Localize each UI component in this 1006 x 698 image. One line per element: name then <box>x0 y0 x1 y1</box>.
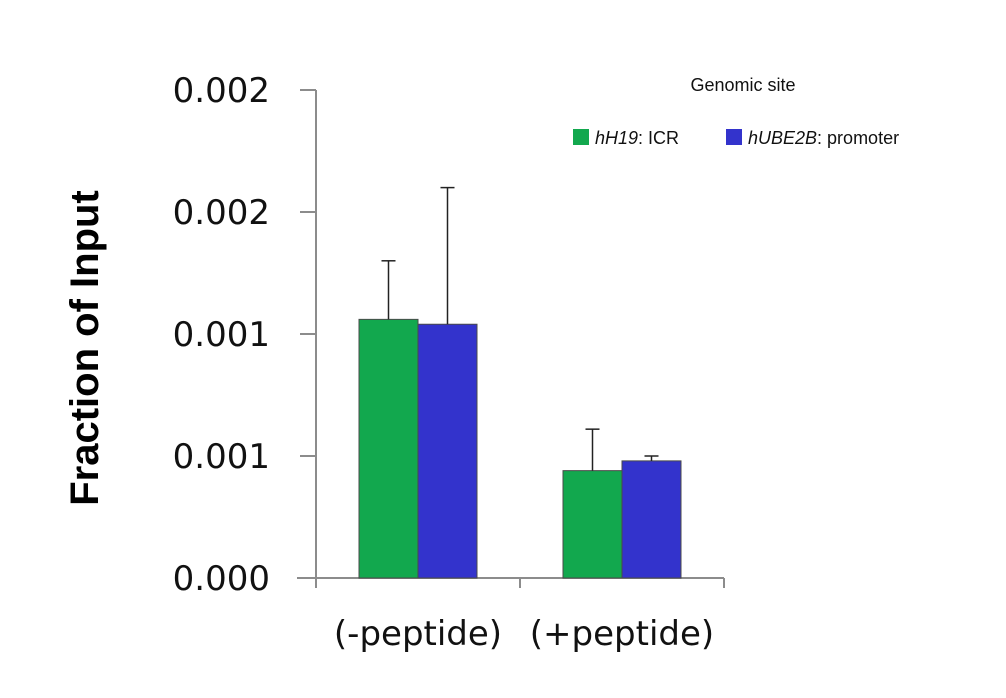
x-category-ticks <box>315 578 725 588</box>
y-tick-label-0: 0.000 <box>173 559 270 599</box>
y-tick-label-2: 0.001 <box>173 315 270 355</box>
legend-swatch-hh19 <box>573 129 589 145</box>
legend-entry-hube2b-gene: hUBE2B <box>748 128 817 148</box>
legend-title: Genomic site <box>690 75 795 95</box>
y-ticks: 0.000 0.001 0.001 0.002 0.002 <box>173 71 316 599</box>
category-label-1: (+peptide) <box>530 614 714 654</box>
bar-series0-cat0 <box>358 318 419 579</box>
error-bars <box>381 186 659 471</box>
category-label-0: (-peptide) <box>334 614 502 654</box>
legend-entry-hh19: hH19: ICR <box>595 128 679 148</box>
bar-series1-cat0 <box>417 323 478 579</box>
legend-swatch-hube2b <box>726 129 742 145</box>
legend-entry-hh19-gene: hH19 <box>595 128 638 148</box>
y-tick-label-3: 0.002 <box>173 193 270 233</box>
bars <box>358 318 682 579</box>
legend: Genomic site hH19: ICR hUBE2B: promoter <box>573 75 899 148</box>
y-axis-title: Fraction of Input <box>63 190 107 506</box>
y-tick-label-4: 0.002 <box>173 71 270 111</box>
legend-entry-hh19-site: : ICR <box>638 128 679 148</box>
bar-series0-cat1 <box>562 470 623 579</box>
category-labels: (-peptide) (+peptide) <box>334 614 714 654</box>
bar-series1-cat1 <box>621 460 682 579</box>
y-tick-label-1: 0.001 <box>173 437 270 477</box>
legend-entry-hube2b-site: : promoter <box>817 128 899 148</box>
legend-entry-hube2b: hUBE2B: promoter <box>748 128 899 148</box>
